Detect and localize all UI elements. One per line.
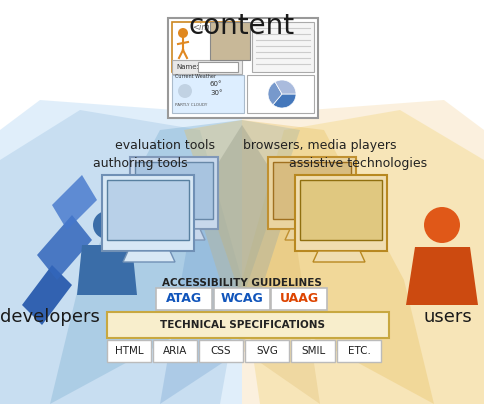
Circle shape: [424, 207, 460, 243]
Text: SVG: SVG: [256, 346, 278, 356]
Polygon shape: [313, 251, 365, 262]
Wedge shape: [273, 94, 296, 108]
Circle shape: [178, 28, 188, 38]
FancyBboxPatch shape: [107, 312, 389, 338]
Text: authoring tools: authoring tools: [93, 157, 187, 170]
Text: evaluation tools: evaluation tools: [115, 139, 215, 152]
FancyBboxPatch shape: [252, 22, 314, 72]
Text: Name:: Name:: [176, 64, 199, 70]
Polygon shape: [0, 110, 242, 404]
Text: PARTLY CLOUDY: PARTLY CLOUDY: [175, 103, 207, 107]
Polygon shape: [50, 120, 300, 404]
FancyBboxPatch shape: [214, 288, 270, 310]
FancyBboxPatch shape: [172, 75, 244, 113]
Text: SMIL: SMIL: [301, 346, 325, 356]
Text: TECHNICAL SPECIFICATIONS: TECHNICAL SPECIFICATIONS: [160, 320, 324, 330]
Polygon shape: [195, 125, 320, 404]
Polygon shape: [22, 265, 72, 325]
FancyBboxPatch shape: [172, 22, 242, 72]
FancyBboxPatch shape: [107, 180, 189, 240]
FancyBboxPatch shape: [273, 162, 351, 219]
FancyBboxPatch shape: [130, 157, 218, 229]
Text: 60°: 60°: [210, 81, 223, 87]
FancyBboxPatch shape: [102, 175, 194, 251]
Polygon shape: [52, 175, 97, 230]
FancyBboxPatch shape: [300, 180, 382, 240]
FancyBboxPatch shape: [198, 62, 238, 72]
Wedge shape: [268, 82, 282, 105]
FancyBboxPatch shape: [247, 75, 314, 113]
Text: ATAG: ATAG: [166, 292, 202, 305]
Text: assistive technologies: assistive technologies: [289, 157, 427, 170]
FancyBboxPatch shape: [245, 340, 289, 362]
Text: CSS: CSS: [211, 346, 231, 356]
Text: ACCESSIBILITY GUIDELINES: ACCESSIBILITY GUIDELINES: [162, 278, 322, 288]
Text: UAAG: UAAG: [279, 292, 318, 305]
Text: ETC.: ETC.: [348, 346, 370, 356]
Text: WCAG: WCAG: [221, 292, 263, 305]
FancyBboxPatch shape: [268, 157, 356, 229]
Polygon shape: [77, 245, 137, 295]
Circle shape: [93, 211, 121, 239]
FancyBboxPatch shape: [291, 340, 335, 362]
Polygon shape: [37, 215, 92, 280]
Polygon shape: [123, 251, 175, 262]
FancyBboxPatch shape: [153, 340, 197, 362]
FancyBboxPatch shape: [156, 288, 212, 310]
FancyBboxPatch shape: [172, 60, 242, 74]
FancyBboxPatch shape: [199, 340, 243, 362]
Text: content: content: [189, 12, 295, 40]
Polygon shape: [160, 125, 290, 404]
FancyBboxPatch shape: [107, 340, 151, 362]
Text: <img: <img: [192, 23, 215, 32]
FancyBboxPatch shape: [168, 18, 318, 118]
Text: 30°: 30°: [210, 90, 223, 96]
FancyBboxPatch shape: [337, 340, 381, 362]
Polygon shape: [155, 229, 205, 240]
Wedge shape: [275, 80, 296, 94]
Text: browsers, media players: browsers, media players: [243, 139, 397, 152]
Polygon shape: [242, 110, 484, 404]
Polygon shape: [0, 100, 242, 404]
Text: HTML: HTML: [115, 346, 143, 356]
Polygon shape: [285, 229, 335, 240]
FancyBboxPatch shape: [295, 175, 387, 251]
Circle shape: [178, 84, 192, 98]
FancyBboxPatch shape: [271, 288, 327, 310]
Text: Current Weather: Current Weather: [175, 74, 216, 79]
Text: ARIA: ARIA: [163, 346, 187, 356]
FancyBboxPatch shape: [210, 22, 250, 60]
FancyBboxPatch shape: [135, 162, 213, 219]
Text: users: users: [424, 308, 472, 326]
Polygon shape: [242, 100, 484, 404]
Text: developers: developers: [0, 308, 100, 326]
Polygon shape: [406, 247, 478, 305]
Polygon shape: [184, 120, 434, 404]
